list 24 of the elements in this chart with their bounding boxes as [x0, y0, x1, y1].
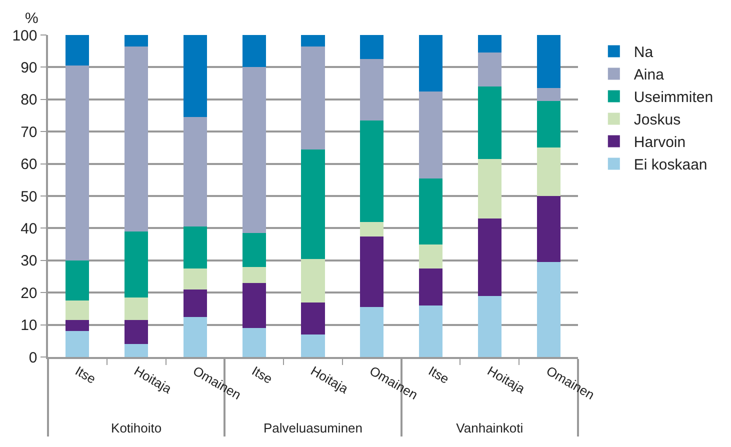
- legend-label: Na: [634, 44, 654, 62]
- y-tick-label: 100: [12, 27, 38, 44]
- text: Palveluasuminen: [263, 420, 363, 436]
- y-tick-label: 0: [28, 349, 38, 366]
- x-tick-label: Itse: [249, 363, 276, 387]
- legend-label: Harvoin: [634, 134, 686, 152]
- legend-label: Joskus: [634, 112, 681, 129]
- y-tick-label: 30: [20, 252, 38, 270]
- y-tick-label: 60: [20, 156, 38, 174]
- y-tick-label: 20: [20, 284, 38, 302]
- x-tick-label: Itse: [426, 363, 452, 387]
- legend-label: Aina: [634, 66, 665, 84]
- text: Vanhainkoti: [456, 420, 524, 436]
- y-tick-label: 70: [20, 124, 38, 141]
- legend-label: Ei koskaan: [634, 156, 708, 174]
- x-tick-label: Itse: [72, 363, 98, 387]
- y-tick-label: 90: [20, 59, 38, 76]
- y-tick-label: 40: [20, 220, 38, 238]
- y-axis-title: %: [25, 10, 38, 27]
- text: Kotihoito: [111, 420, 162, 436]
- legend-label: Useimmiten: [634, 89, 714, 106]
- y-tick-label: 50: [20, 188, 38, 206]
- y-tick-label: 10: [20, 317, 38, 334]
- y-tick-label: 80: [20, 92, 38, 109]
